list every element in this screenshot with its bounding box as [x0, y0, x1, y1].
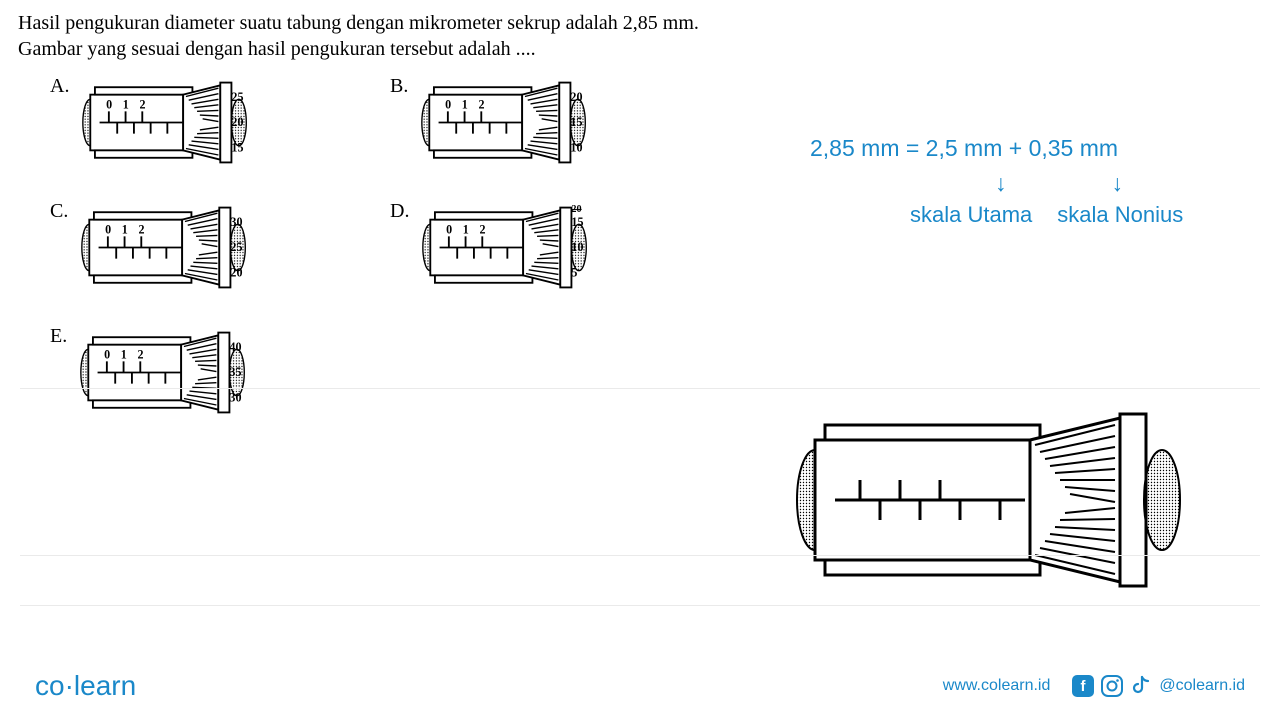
- notebook-line: [20, 388, 1260, 389]
- svg-text:0: 0: [107, 98, 113, 112]
- label-skala-nonius: skala Nonius: [1057, 202, 1183, 228]
- down-arrow-icon: ↓: [995, 170, 1007, 197]
- handwritten-work: 2,85 mm = 2,5 mm + 0,35 mm ↓ ↓ skala Uta…: [810, 135, 1183, 228]
- option-d: D. 0 1 2: [390, 200, 730, 295]
- handwritten-equation: 2,85 mm = 2,5 mm + 0,35 mm: [810, 135, 1183, 162]
- option-b: B. 0 1 2: [390, 75, 730, 170]
- facebook-icon: f: [1072, 675, 1094, 697]
- footer-right: www.colearn.id f @colearn.id: [943, 675, 1245, 697]
- svg-text:0: 0: [104, 348, 110, 362]
- logo-co: co: [35, 670, 65, 701]
- option-a-label: A.: [50, 75, 69, 98]
- footer-handle: @colearn.id: [1159, 677, 1245, 695]
- svg-text:1: 1: [123, 98, 129, 112]
- down-arrow-icon: ↓: [1112, 170, 1124, 197]
- notebook-line: [20, 605, 1260, 606]
- label-skala-utama: skala Utama: [910, 202, 1032, 228]
- svg-text:0: 0: [105, 223, 111, 237]
- option-c: C. 0 1 2: [50, 200, 390, 295]
- question-line1: Hasil pengukuran diameter suatu tabung d…: [18, 10, 699, 36]
- footer: co·learn www.colearn.id f @colearn.id: [0, 670, 1280, 702]
- micrometer-d-diagram: 0 1 2 20 15 10 5: [421, 200, 616, 295]
- options-area: A. 0 1 2: [50, 75, 750, 450]
- svg-text:0: 0: [447, 223, 453, 237]
- micrometer-c-diagram: 0 1 2 30 25 20: [80, 200, 275, 295]
- logo-dot: ·: [65, 670, 74, 701]
- question-line2: Gambar yang sesuai dengan hasil pengukur…: [18, 36, 699, 62]
- option-e: E. 0 1 2: [50, 325, 390, 420]
- micrometer-a-diagram: 0 1 2 25 20 15: [81, 75, 276, 170]
- svg-text:2: 2: [139, 223, 145, 237]
- svg-text:2: 2: [138, 348, 144, 362]
- svg-text:0: 0: [445, 98, 451, 112]
- svg-text:2: 2: [479, 98, 485, 112]
- option-d-label: D.: [390, 200, 409, 223]
- option-c-label: C.: [50, 200, 68, 223]
- option-a: A. 0 1 2: [50, 75, 390, 170]
- svg-text:1: 1: [462, 98, 468, 112]
- svg-text:2: 2: [480, 223, 486, 237]
- instagram-icon: [1101, 675, 1123, 697]
- logo-learn: learn: [74, 670, 136, 701]
- svg-text:1: 1: [122, 223, 128, 237]
- svg-text:1: 1: [463, 223, 469, 237]
- svg-text:2: 2: [140, 98, 146, 112]
- micrometer-b-diagram: 0 1 2 20 15 10: [420, 75, 615, 170]
- large-micrometer-diagram: [790, 400, 1220, 595]
- colearn-logo: co·learn: [35, 670, 136, 702]
- footer-url: www.colearn.id: [943, 677, 1051, 695]
- svg-text:1: 1: [121, 348, 127, 362]
- social-icons: f @colearn.id: [1072, 675, 1245, 697]
- svg-text:20: 20: [572, 204, 582, 215]
- option-b-label: B.: [390, 75, 408, 98]
- tiktok-icon: [1130, 675, 1152, 697]
- micrometer-e-diagram: 0 1 2 40 35 30: [79, 325, 274, 420]
- option-e-label: E.: [50, 325, 67, 348]
- notebook-line: [20, 555, 1260, 556]
- question-text: Hasil pengukuran diameter suatu tabung d…: [18, 10, 699, 62]
